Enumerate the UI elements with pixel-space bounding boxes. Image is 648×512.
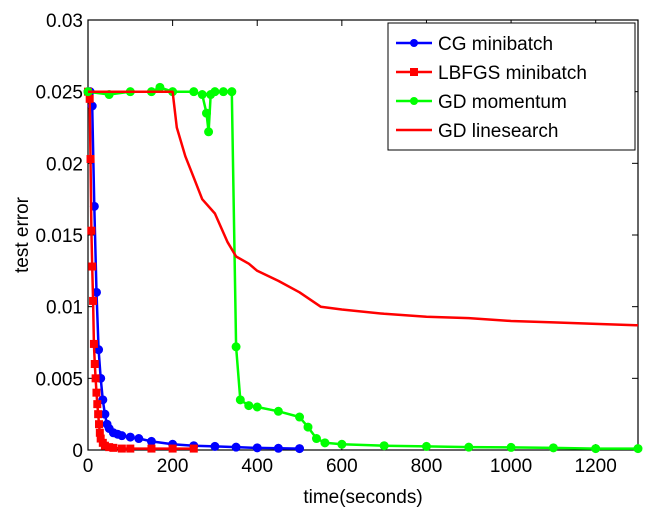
y-tick-label: 0.01: [46, 298, 83, 319]
series-lbfgs-minibatch: [84, 87, 198, 453]
data-point: [235, 395, 245, 405]
data-point: [231, 342, 241, 352]
data-point: [421, 441, 431, 451]
data-point: [155, 82, 165, 92]
data-point: [109, 443, 118, 452]
data-point: [204, 127, 214, 137]
data-point: [201, 108, 211, 118]
legend-marker: [410, 39, 418, 47]
y-tick-label: 0.02: [46, 154, 83, 175]
y-tick-label: 0.015: [35, 226, 83, 247]
series-line: [88, 90, 639, 327]
x-tick-label: 1200: [575, 456, 617, 477]
data-point: [86, 155, 95, 164]
data-point: [126, 444, 135, 453]
y-tick-label: 0: [72, 441, 83, 462]
data-point: [273, 443, 283, 453]
y-tick-label: 0.025: [35, 83, 83, 104]
data-point: [100, 441, 109, 450]
legend-label: GD linesearch: [438, 121, 558, 142]
legend-item: GD momentum: [396, 92, 567, 113]
legend: CG minibatch LBFGS minibatch GD momentum GD…: [387, 22, 636, 151]
legend-item: GD linesearch: [396, 121, 558, 142]
data-point: [134, 434, 144, 444]
data-point: [95, 420, 103, 429]
data-point: [87, 226, 96, 235]
data-point: [231, 442, 241, 452]
x-tick-label: 400: [241, 456, 273, 477]
data-point: [295, 444, 305, 454]
data-point: [89, 296, 98, 305]
y-axis: 0 0.005 0.01 0.015 0.02 0.025 0.03: [35, 11, 638, 462]
data-point: [89, 339, 98, 348]
data-point: [379, 441, 389, 451]
y-tick-label: 0.03: [46, 11, 83, 32]
data-point: [295, 412, 305, 422]
data-point: [88, 262, 97, 271]
data-point: [591, 444, 601, 454]
data-point: [189, 444, 198, 453]
data-point: [320, 438, 330, 448]
data-point: [303, 422, 313, 432]
data-point: [218, 87, 228, 97]
data-point: [90, 360, 99, 368]
data-point: [93, 400, 102, 409]
data-point: [311, 434, 321, 444]
data-point: [337, 439, 347, 449]
series-layer: [83, 82, 643, 454]
data-point: [94, 410, 103, 419]
data-point: [146, 436, 156, 446]
x-tick-label: 200: [157, 456, 189, 477]
data-point: [273, 406, 283, 416]
data-point: [464, 442, 474, 452]
data-point: [189, 87, 199, 97]
data-point: [197, 90, 207, 100]
legend-label: LBFGS minibatch: [438, 63, 587, 84]
x-tick-label: 1000: [490, 456, 532, 477]
data-point: [210, 87, 220, 97]
data-point: [252, 443, 262, 453]
data-point: [147, 444, 156, 453]
y-axis-label: test error: [12, 196, 33, 273]
data-point: [96, 434, 105, 443]
data-point: [252, 402, 262, 412]
legend-label: CG minibatch: [438, 34, 553, 55]
data-point: [244, 401, 254, 411]
legend-marker: [410, 68, 418, 76]
series-cg-minibatch: [83, 87, 305, 454]
x-axis-label: time(seconds): [303, 487, 422, 508]
data-point: [92, 388, 101, 397]
data-point: [91, 374, 100, 383]
data-point: [105, 443, 114, 452]
data-point: [117, 431, 127, 441]
legend-item: CG minibatch: [396, 34, 553, 55]
data-point: [227, 87, 237, 97]
series-gd-linesearch: [88, 90, 639, 327]
data-point: [85, 94, 94, 103]
x-tick-label: 800: [411, 456, 443, 477]
data-point: [633, 444, 643, 454]
x-tick-label: 600: [326, 456, 358, 477]
data-point: [168, 444, 177, 453]
legend-item: LBFGS minibatch: [396, 63, 587, 84]
x-tick-label: 0: [83, 456, 94, 477]
legend-marker: [410, 97, 418, 105]
legend-label: GD momentum: [438, 92, 567, 113]
data-point: [210, 441, 220, 451]
data-point: [125, 432, 135, 442]
data-point: [117, 444, 126, 453]
data-point: [548, 443, 558, 453]
data-point: [506, 442, 516, 452]
data-point: [95, 428, 104, 437]
y-tick-label: 0.005: [35, 369, 83, 390]
